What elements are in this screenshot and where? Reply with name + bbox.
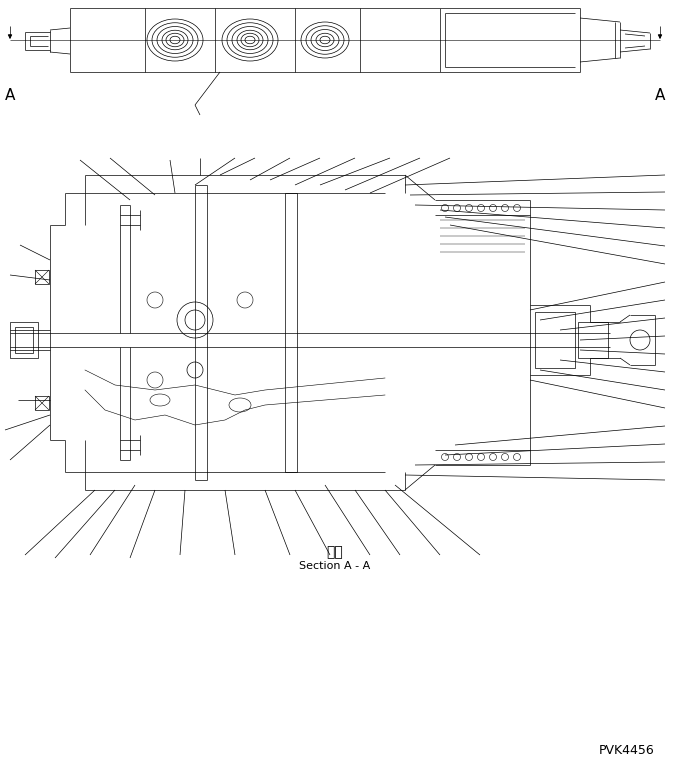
Bar <box>10 322 38 358</box>
Text: Section A - A: Section A - A <box>299 561 371 571</box>
Bar <box>35 270 49 284</box>
Bar <box>578 322 608 358</box>
Text: PVK4456: PVK4456 <box>599 744 655 757</box>
Text: A: A <box>5 88 15 102</box>
Text: A: A <box>655 88 665 102</box>
Text: 断面: 断面 <box>326 545 343 559</box>
Bar <box>15 327 33 353</box>
Bar <box>535 312 575 368</box>
Bar <box>35 396 49 410</box>
